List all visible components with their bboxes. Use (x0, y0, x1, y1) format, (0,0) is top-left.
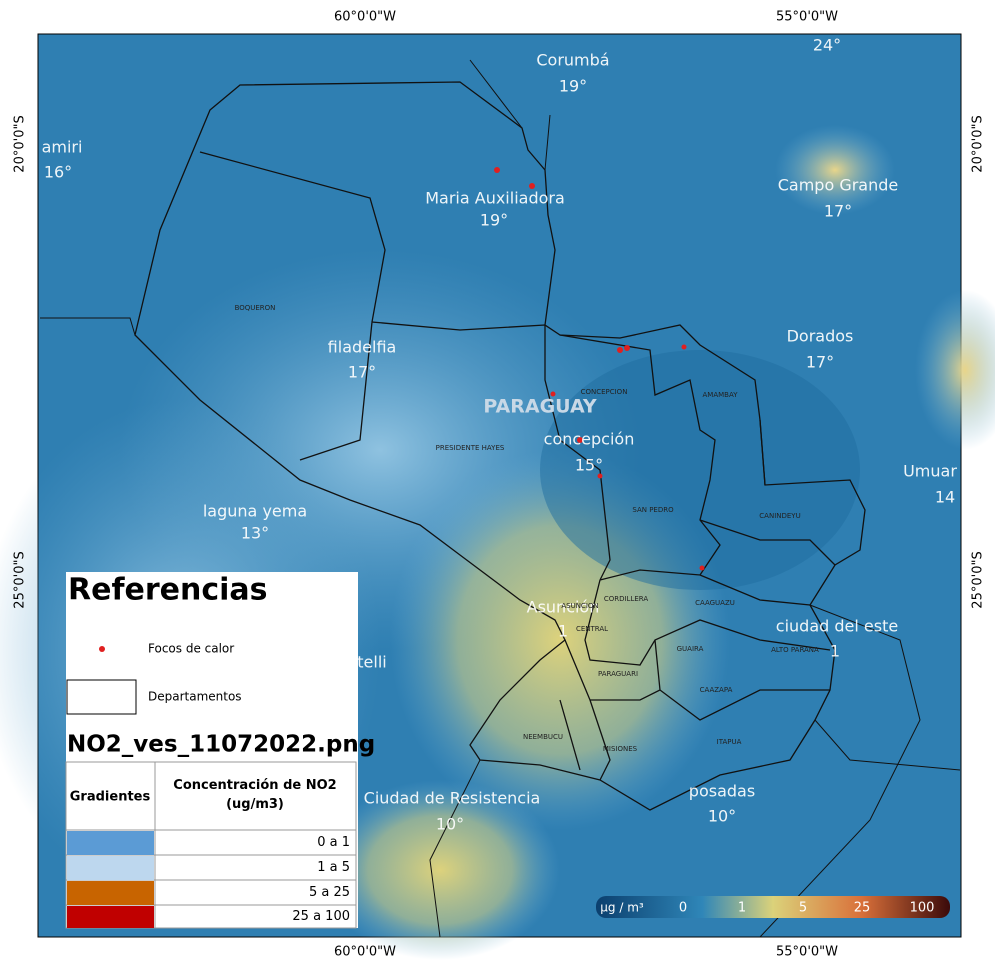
department: NEEMBUCU (523, 733, 563, 741)
axis-label: 60°0'0"W (334, 945, 396, 960)
department: ALTO PARANA (771, 646, 819, 654)
department: CANINDEYU (759, 512, 800, 520)
place-temp: 10° (436, 815, 464, 834)
swatch (67, 856, 154, 880)
legend-item: Departamentos (148, 690, 242, 704)
no2-high (775, 125, 895, 215)
department: ASUNCION (561, 602, 598, 610)
country-label: PARAGUAY (483, 396, 597, 418)
colorbar-label: 25 (854, 901, 871, 916)
place-temp: 14 (935, 488, 955, 507)
colorbar-unit: µg / m³ (600, 901, 644, 915)
legend-item: Focos de calor (148, 642, 234, 656)
colorbar: µg / m³ 0 1 5 25 100 (596, 896, 950, 918)
place-name: Ciudad de Resistencia (364, 789, 541, 808)
place-temp: 13° (241, 524, 269, 543)
place-name: posadas (689, 782, 755, 801)
swatch (67, 906, 154, 928)
place-temp: 24° (813, 36, 841, 55)
place-temp: 17° (824, 202, 852, 221)
place-name: telli (357, 653, 386, 672)
place-name: concepción (544, 430, 635, 449)
table-header: Gradientes (70, 790, 151, 805)
fire-markers (494, 167, 705, 571)
range-label: 5 a 25 (309, 885, 350, 900)
no2-high (915, 290, 995, 450)
department: SAN PEDRO (632, 506, 674, 514)
department: AMAMBAY (703, 391, 739, 399)
image-name: NO2_ves_11072022.png (67, 732, 375, 758)
axis-label: 60°0'0"W (334, 10, 396, 25)
place-temp: 1 (830, 642, 840, 661)
department: CONCEPCION (581, 388, 628, 396)
place-name: Umuar (903, 462, 957, 481)
colorbar-label: 1 (738, 901, 746, 916)
department: MISIONES (603, 745, 638, 753)
department: CAAGUAZU (695, 599, 735, 607)
places: Corumbá 19° 24° amiri 16° Maria Auxiliad… (42, 36, 958, 834)
place-name: ciudad del este (776, 617, 898, 636)
department: CAAZAPA (700, 686, 733, 694)
place-name: amiri (42, 138, 83, 157)
legend-title: Referencias (68, 573, 268, 608)
graticule-labels: 60°0'0"W 55°0'0"W 60°0'0"W 55°0'0"W 20°0… (13, 10, 986, 960)
axis-label: 20°0'0"S (971, 115, 986, 172)
swatch (67, 831, 154, 855)
place-name: Asunción (527, 598, 600, 617)
axis-label: 55°0'0"W (776, 945, 838, 960)
department: BOQUERON (235, 304, 276, 312)
place-name: Dorados (787, 327, 854, 346)
borders (40, 59, 961, 938)
department-symbol (66, 679, 137, 715)
table-rows: 0 a 1 1 a 5 5 a 25 25 a 100 (67, 831, 350, 928)
place-name: Campo Grande (778, 176, 899, 195)
swatch (67, 881, 154, 905)
colorbar-label: 0 (679, 901, 687, 916)
place-temp: 1 (558, 622, 568, 641)
department: ITAPUA (717, 738, 742, 746)
place-temp: 19° (480, 211, 508, 230)
range-label: 0 a 1 (317, 835, 350, 850)
table-header: Concentración de NO2 (ug/m3) (173, 778, 337, 812)
colorbar-label: 5 (799, 901, 807, 916)
axis-label: 55°0'0"W (776, 10, 838, 25)
department: PARAGUARI (598, 670, 638, 678)
department: GUAIRA (677, 645, 704, 653)
department: PRESIDENTE HAYES (436, 444, 505, 452)
axis-label: 25°0'0"S (971, 551, 986, 608)
place-temp: 17° (806, 353, 834, 372)
place-temp: 17° (348, 363, 376, 382)
range-label: 25 a 100 (292, 909, 350, 924)
place-temp: 15° (575, 456, 603, 475)
departments: BOQUERON CONCEPCION AMAMBAY PRESIDENTE H… (235, 304, 819, 753)
place-temp: 10° (708, 807, 736, 826)
place-temp: 19° (559, 77, 587, 96)
place-temp: 16° (44, 163, 72, 182)
table-header-box: Concentración de NO2 (ug/m3) (173, 778, 337, 812)
legend: Referencias Focos de calor Departamentos… (65, 572, 375, 929)
place-name: laguna yema (203, 502, 307, 521)
place-name: filadelfia (328, 338, 397, 357)
colorbar-ramp (596, 896, 950, 918)
axis-label: 25°0'0"S (13, 551, 28, 608)
axis-label: 20°0'0"S (13, 115, 28, 172)
place-name: Maria Auxiliadora (425, 189, 565, 208)
department: CORDILLERA (604, 595, 649, 603)
place-name: Corumbá (536, 51, 609, 70)
department: CENTRAL (576, 625, 608, 633)
fire-symbol (99, 646, 105, 652)
haze (540, 350, 860, 590)
no2-high (320, 780, 560, 960)
range-label: 1 a 5 (317, 860, 350, 875)
colorbar-label: 100 (910, 901, 935, 916)
